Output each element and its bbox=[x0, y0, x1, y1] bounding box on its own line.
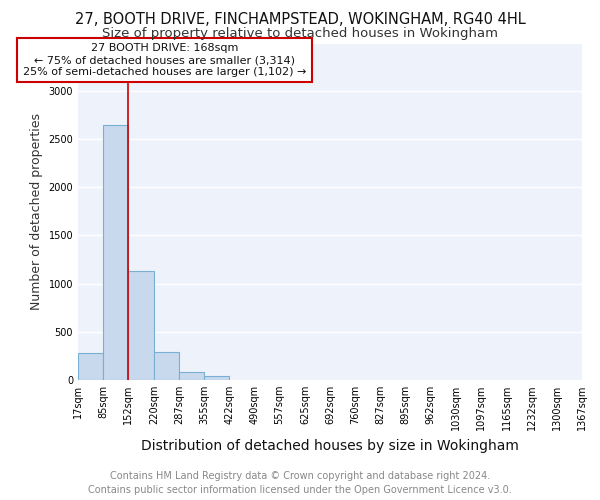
Text: Size of property relative to detached houses in Wokingham: Size of property relative to detached ho… bbox=[102, 28, 498, 40]
Bar bbox=[179, 372, 204, 380]
Bar bbox=[128, 271, 154, 380]
Bar bbox=[78, 352, 103, 380]
Text: 27, BOOTH DRIVE, FINCHAMPSTEAD, WOKINGHAM, RG40 4HL: 27, BOOTH DRIVE, FINCHAMPSTEAD, WOKINGHA… bbox=[74, 12, 526, 28]
Text: Contains HM Land Registry data © Crown copyright and database right 2024.
Contai: Contains HM Land Registry data © Crown c… bbox=[88, 471, 512, 495]
Bar bbox=[103, 126, 128, 380]
Y-axis label: Number of detached properties: Number of detached properties bbox=[30, 113, 43, 310]
Bar bbox=[204, 376, 229, 380]
Bar bbox=[154, 352, 179, 380]
Text: 27 BOOTH DRIVE: 168sqm
← 75% of detached houses are smaller (3,314)
25% of semi-: 27 BOOTH DRIVE: 168sqm ← 75% of detached… bbox=[23, 44, 306, 76]
X-axis label: Distribution of detached houses by size in Wokingham: Distribution of detached houses by size … bbox=[141, 438, 519, 452]
